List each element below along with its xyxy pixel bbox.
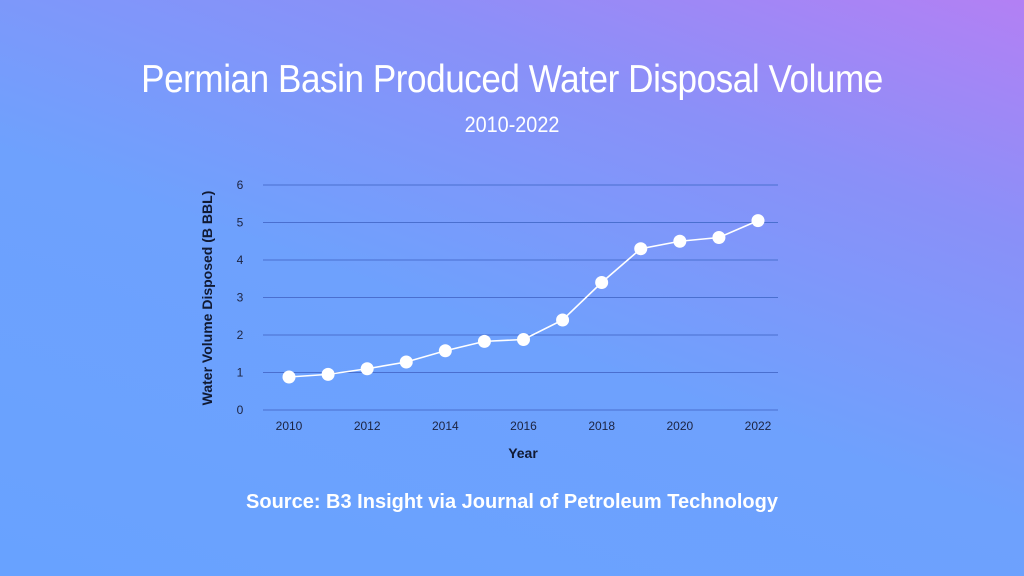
source-citation: Source: B3 Insight via Journal of Petrol… — [246, 491, 778, 513]
x-tick-label: 2022 — [745, 419, 772, 433]
data-point-2017 — [556, 313, 570, 327]
y-tick-label: 5 — [237, 216, 244, 230]
y-tick-label: 4 — [237, 253, 244, 267]
data-point-2022 — [751, 214, 765, 228]
x-tick-label: 2020 — [666, 419, 693, 433]
y-axis-ticks: 0 1 2 3 4 5 6 — [237, 178, 244, 417]
y-tick-label: 0 — [237, 403, 244, 417]
chart-subtitle: 2010-2022 — [464, 112, 560, 137]
y-tick-label: 2 — [237, 328, 244, 342]
data-point-2015 — [477, 334, 491, 348]
data-point-2021 — [712, 231, 726, 244]
x-tick-label: 2016 — [510, 419, 537, 433]
data-point-2019 — [634, 242, 648, 256]
data-point-2011 — [321, 367, 335, 381]
x-tick-label: 2010 — [276, 419, 303, 433]
x-axis-ticks: 2010 2012 2014 2016 2018 2020 2022 — [276, 419, 772, 433]
x-tick-label: 2018 — [588, 419, 615, 433]
data-point-2014 — [438, 344, 452, 358]
x-tick-label: 2012 — [354, 419, 381, 433]
y-tick-label: 1 — [237, 366, 244, 380]
data-point-2018 — [595, 276, 609, 289]
chart-title: Permian Basin Produced Water Disposal Vo… — [141, 58, 883, 101]
x-tick-label: 2014 — [432, 419, 459, 433]
data-points — [282, 214, 765, 384]
data-point-2010 — [282, 370, 296, 384]
data-point-2013 — [399, 355, 413, 369]
data-point-2020 — [673, 234, 687, 248]
y-tick-label: 6 — [237, 178, 244, 192]
x-axis-label: Year — [508, 445, 538, 461]
gridlines — [263, 184, 778, 411]
data-point-2016 — [517, 333, 530, 346]
y-axis-label: Water Volume Disposed (B BBL) — [199, 191, 215, 406]
series-line — [288, 219, 759, 378]
y-tick-label: 3 — [237, 291, 244, 305]
data-point-2012 — [360, 362, 374, 376]
